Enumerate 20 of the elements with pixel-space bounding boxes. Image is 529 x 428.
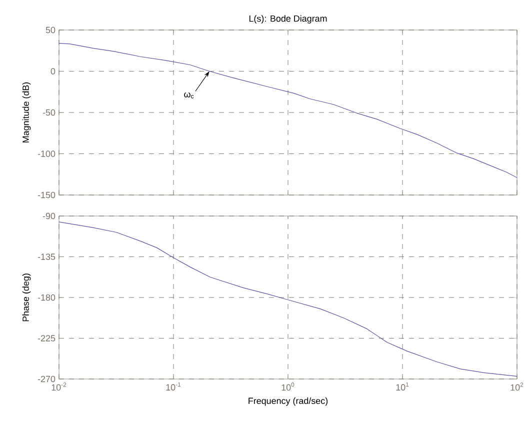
y-tick-label: -90 bbox=[42, 212, 56, 220]
y-axis-title: Phase (deg) bbox=[22, 274, 31, 322]
y-tick-label: -225 bbox=[38, 335, 56, 342]
y-tick-label: -135 bbox=[38, 254, 56, 260]
y-axis-title: Magnitude (dB) bbox=[22, 82, 31, 142]
x-tick-label: 10$^{1}$ bbox=[396, 382, 409, 391]
x-tick-label: 10$^{2}$ bbox=[510, 382, 524, 391]
y-tick-label: -180 bbox=[38, 294, 56, 301]
y-tick-label: -50 bbox=[42, 109, 56, 116]
x-axis-title: Frequency (rad/sec) bbox=[248, 397, 328, 406]
y-tick-label: -270 bbox=[38, 376, 56, 382]
y-tick-label: 50 bbox=[46, 26, 56, 34]
y-tick-label: 0 bbox=[50, 68, 56, 74]
x-tick-label: 10$^{-1}$ bbox=[166, 382, 181, 391]
y-tick-label: -150 bbox=[38, 192, 56, 198]
y-tick-label: -100 bbox=[38, 150, 56, 157]
x-tick-label: 10$^{0}$ bbox=[282, 382, 294, 391]
chart-title: L(s): Bode Diagram bbox=[249, 15, 327, 24]
annotation: ω$_{c}$ bbox=[184, 92, 194, 98]
x-tick-label: 10$^{-2}$ bbox=[52, 382, 66, 391]
